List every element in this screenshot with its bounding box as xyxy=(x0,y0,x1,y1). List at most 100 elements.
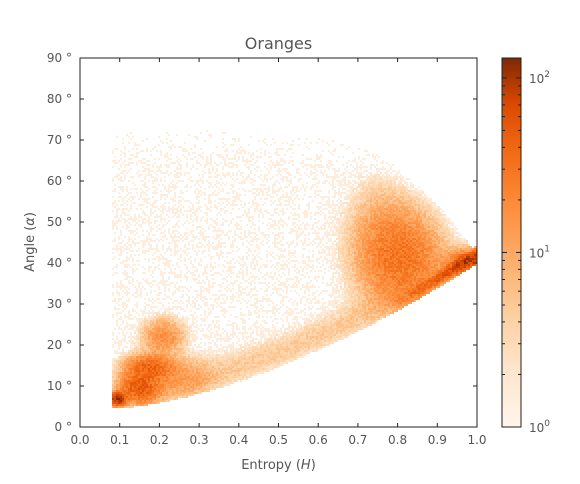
heatmap-cell xyxy=(186,280,188,282)
heatmap-cell xyxy=(180,338,182,340)
heatmap-cell xyxy=(126,352,128,354)
heatmap-cell xyxy=(168,378,170,380)
heatmap-cell xyxy=(140,194,142,196)
heatmap-cell xyxy=(270,364,272,366)
heatmap-cell xyxy=(146,334,148,336)
heatmap-cell xyxy=(202,360,204,362)
heatmap-cell xyxy=(158,366,160,368)
heatmap-cell xyxy=(164,310,166,312)
heatmap-cell xyxy=(198,190,200,192)
heatmap-cell xyxy=(128,158,130,160)
heatmap-cell xyxy=(238,360,240,362)
heatmap-cell xyxy=(194,258,196,260)
heatmap-cell xyxy=(240,348,242,350)
heatmap-cell xyxy=(224,382,226,384)
heatmap-cell xyxy=(204,312,206,314)
heatmap-cell xyxy=(208,292,210,294)
heatmap-cell xyxy=(194,236,196,238)
heatmap-cell xyxy=(142,404,144,406)
heatmap-cell xyxy=(254,346,256,348)
heatmap-cell xyxy=(214,220,216,222)
heatmap-cell xyxy=(206,220,208,222)
heatmap-cell xyxy=(262,372,264,374)
heatmap-cell xyxy=(180,308,182,310)
heatmap-cell xyxy=(210,154,212,156)
heatmap-cell xyxy=(230,144,232,146)
heatmap-cell xyxy=(274,242,276,244)
heatmap-cell xyxy=(218,360,220,362)
heatmap-cell xyxy=(148,282,150,284)
heatmap-cell xyxy=(268,186,270,188)
heatmap-cell xyxy=(196,168,198,170)
heatmap-cell xyxy=(252,360,254,362)
heatmap-cell xyxy=(174,370,176,372)
heatmap-cell xyxy=(166,284,168,286)
heatmap-cell xyxy=(142,358,144,360)
heatmap-cell xyxy=(138,282,140,284)
heatmap-cell xyxy=(208,240,210,242)
heatmap-cell xyxy=(140,396,142,398)
heatmap-cell xyxy=(142,212,144,214)
heatmap-cell xyxy=(272,356,274,358)
heatmap-cell xyxy=(218,244,220,246)
heatmap-cell xyxy=(174,394,176,396)
heatmap-cell xyxy=(210,286,212,288)
heatmap-cell xyxy=(190,390,192,392)
heatmap-cell xyxy=(226,252,228,254)
heatmap-cell xyxy=(146,304,148,306)
heatmap-cell xyxy=(160,170,162,172)
heatmap-cell xyxy=(138,260,140,262)
heatmap-cell xyxy=(160,398,162,400)
heatmap-cell xyxy=(192,236,194,238)
heatmap-cell xyxy=(266,238,268,240)
heatmap-cell xyxy=(172,312,174,314)
heatmap-cell xyxy=(256,372,258,374)
heatmap-cell xyxy=(164,376,166,378)
heatmap-cell xyxy=(252,204,254,206)
heatmap-cell xyxy=(232,378,234,380)
heatmap-cell xyxy=(266,328,268,330)
heatmap-cell xyxy=(236,360,238,362)
heatmap-cell xyxy=(238,296,240,298)
heatmap-cell xyxy=(240,238,242,240)
heatmap-cell xyxy=(184,320,186,322)
heatmap-cell xyxy=(254,232,256,234)
heatmap-cell xyxy=(254,162,256,164)
heatmap-cell xyxy=(174,358,176,360)
heatmap-cell xyxy=(274,240,276,242)
heatmap-cell xyxy=(200,246,202,248)
heatmap-cell xyxy=(250,304,252,306)
heatmap-cell xyxy=(174,388,176,390)
heatmap-cell xyxy=(162,304,164,306)
heatmap-cell xyxy=(214,272,216,274)
heatmap-cell xyxy=(258,228,260,230)
heatmap-cell xyxy=(202,386,204,388)
heatmap-cell xyxy=(144,168,146,170)
heatmap-cell xyxy=(164,334,166,336)
heatmap-cell xyxy=(124,272,126,274)
heatmap-cell xyxy=(236,300,238,302)
heatmap-cell xyxy=(210,200,212,202)
heatmap-cell xyxy=(218,380,220,382)
heatmap-cell xyxy=(118,372,120,374)
heatmap-cell xyxy=(140,322,142,324)
heatmap-cell xyxy=(124,400,126,402)
heatmap-cell xyxy=(220,208,222,210)
heatmap-cell xyxy=(266,168,268,170)
heatmap-cell xyxy=(182,390,184,392)
heatmap-cell xyxy=(128,142,130,144)
heatmap-cell xyxy=(148,370,150,372)
heatmap-cell xyxy=(232,354,234,356)
heatmap-cell xyxy=(186,366,188,368)
heatmap-cell xyxy=(160,314,162,316)
heatmap-cell xyxy=(204,212,206,214)
heatmap-cell xyxy=(188,172,190,174)
heatmap-cell xyxy=(258,270,260,272)
heatmap-cell xyxy=(272,366,274,368)
heatmap-cell xyxy=(272,334,274,336)
heatmap-cell xyxy=(188,334,190,336)
heatmap-cell xyxy=(148,362,150,364)
heatmap-cell xyxy=(174,340,176,342)
heatmap-cell xyxy=(168,386,170,388)
heatmap-cell xyxy=(234,360,236,362)
